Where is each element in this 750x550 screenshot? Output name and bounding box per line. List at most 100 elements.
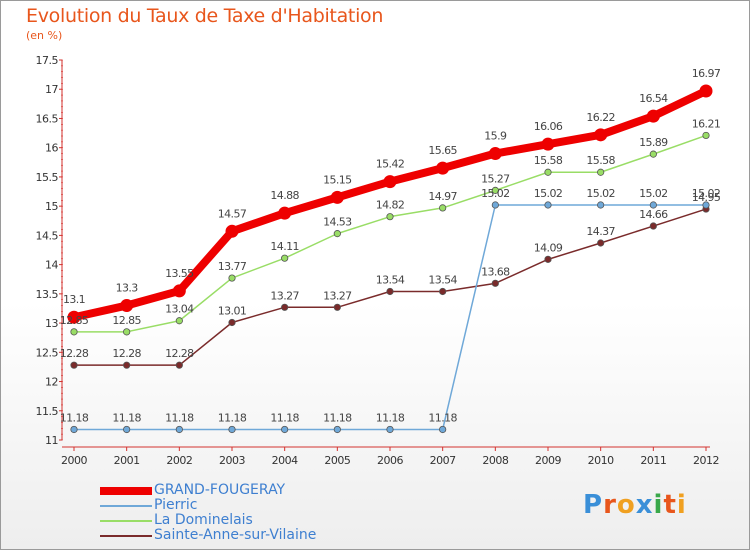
data-label: 15.65: [428, 144, 457, 157]
y-tick-label: 12.5: [36, 346, 59, 359]
data-point: [333, 425, 341, 434]
data-label: 15.02: [639, 187, 668, 200]
data-point: [228, 274, 236, 282]
logo-letter: o: [616, 490, 636, 520]
data-point: [281, 425, 289, 434]
data-point: [646, 109, 660, 123]
y-tick-label: 15.5: [36, 171, 59, 184]
data-label: 12.28: [112, 347, 141, 360]
data-point: [491, 201, 499, 209]
y-tick-label: 13: [45, 317, 58, 330]
data-point: [175, 425, 183, 434]
data-point: [175, 317, 183, 325]
data-label: 15.27: [481, 172, 510, 185]
data-label: 11.18: [270, 411, 299, 424]
data-point: [172, 284, 186, 298]
logo-letter: r: [603, 490, 617, 520]
x-tick-label: 2002: [166, 454, 192, 467]
data-point: [491, 186, 499, 194]
x-tick-label: 2005: [324, 454, 350, 467]
data-label: 15.02: [692, 187, 721, 200]
y-tick-label: 11: [45, 434, 58, 447]
x-tick-label: 2009: [535, 454, 561, 467]
data-label: 15.9: [484, 130, 507, 143]
data-label: 12.85: [60, 314, 89, 327]
y-tick-label: 16.5: [36, 112, 59, 125]
data-point: [439, 425, 447, 434]
data-label: 11.18: [428, 411, 457, 424]
legend-label: La Dominelais: [154, 512, 253, 528]
proxiti-logo: Proxiti: [583, 490, 687, 520]
data-label: 11.18: [376, 411, 405, 424]
legend-swatch: [100, 505, 152, 507]
data-label: 12.28: [165, 347, 194, 360]
x-tick-label: 2007: [430, 454, 456, 467]
x-tick-label: 2003: [219, 454, 245, 467]
x-tick-label: 2000: [61, 454, 87, 467]
data-label: 13.54: [428, 274, 457, 287]
data-label: 16.22: [586, 111, 615, 124]
data-label: 14.53: [323, 216, 352, 229]
x-tick-label: 2008: [482, 454, 508, 467]
data-label: 15.58: [586, 154, 615, 167]
data-point: [386, 425, 394, 434]
data-point: [597, 168, 605, 176]
data-label: 14.11: [270, 240, 299, 253]
data-point: [594, 128, 608, 142]
logo-letter: x: [635, 490, 654, 520]
data-label: 14.88: [270, 189, 299, 202]
data-label: 14.37: [586, 225, 615, 238]
data-point: [491, 279, 499, 287]
data-point: [123, 328, 131, 336]
y-tick-label: 17: [45, 83, 58, 96]
legend-swatch: [100, 520, 152, 522]
data-point: [383, 175, 397, 189]
data-point: [120, 299, 134, 313]
data-point: [70, 361, 78, 369]
data-point: [702, 201, 710, 209]
legend-label: Sainte-Anne-sur-Vilaine: [154, 527, 317, 543]
data-label: 14.95: [692, 191, 721, 204]
x-tick-label: 2001: [114, 454, 140, 467]
data-point: [541, 137, 555, 151]
data-point: [544, 168, 552, 176]
data-point: [67, 310, 81, 324]
data-point: [597, 239, 605, 247]
data-point: [281, 303, 289, 311]
x-tick-label: 2010: [588, 454, 614, 467]
data-label: 11.18: [218, 411, 247, 424]
logo-letter: i: [676, 490, 687, 520]
data-label: 13.3: [116, 282, 139, 295]
data-label: 13.68: [481, 265, 510, 278]
data-point: [123, 425, 131, 434]
data-point: [544, 255, 552, 263]
data-point: [386, 287, 394, 296]
data-label: 15.02: [481, 187, 510, 200]
data-label: 11.18: [112, 411, 141, 424]
data-point: [70, 328, 78, 336]
data-label: 16.97: [692, 67, 721, 80]
legend-label: GRAND-FOUGERAY: [154, 482, 286, 498]
data-point: [228, 318, 236, 327]
data-label: 15.58: [534, 154, 563, 167]
data-label: 15.42: [376, 158, 405, 171]
data-point: [649, 222, 657, 230]
y-tick-label: 12: [45, 376, 58, 389]
data-label: 14.82: [376, 199, 405, 212]
data-label: 11.18: [60, 411, 89, 424]
data-point: [228, 425, 236, 434]
y-tick-label: 13.5: [36, 288, 59, 301]
series-line: [73, 204, 707, 431]
data-point: [225, 224, 239, 238]
legend-swatch: [100, 487, 152, 495]
data-label: 11.18: [323, 411, 352, 424]
data-label: 14.97: [428, 190, 457, 203]
data-label: 13.04: [165, 303, 194, 316]
x-tick-label: 2011: [640, 454, 666, 467]
data-point: [439, 287, 447, 296]
data-label: 12.28: [60, 347, 89, 360]
data-point: [699, 84, 713, 98]
y-tick-label: 11.5: [36, 405, 59, 418]
